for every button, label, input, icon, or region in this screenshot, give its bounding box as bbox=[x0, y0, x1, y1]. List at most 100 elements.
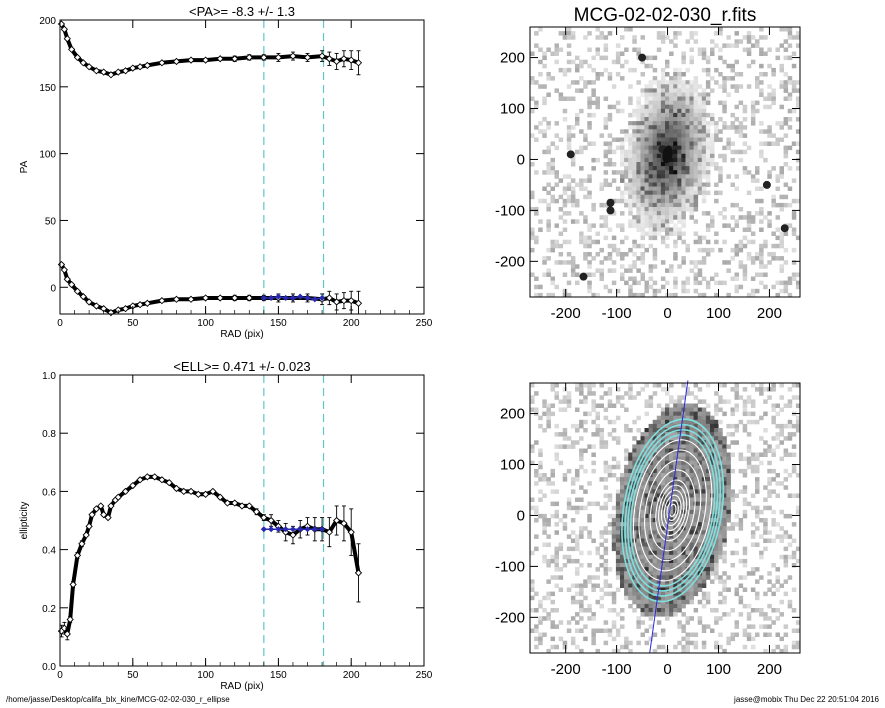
img-top-pixel bbox=[579, 145, 584, 151]
img-bot-pixel bbox=[607, 522, 613, 527]
img-bot-pixel bbox=[677, 493, 682, 498]
img-top-pixel bbox=[701, 292, 707, 298]
img-bot-pixel bbox=[746, 456, 752, 462]
img-top-pixel bbox=[742, 227, 748, 232]
img-top-pixel bbox=[677, 149, 682, 155]
img-top-pixel bbox=[738, 247, 744, 253]
img-top-pixel bbox=[795, 104, 801, 110]
img-top-pixel bbox=[636, 108, 641, 114]
img-bot-pixel bbox=[542, 558, 547, 564]
img-bot-pixel bbox=[611, 620, 617, 625]
img-top-pixel bbox=[673, 166, 678, 171]
img-top-pixel bbox=[620, 63, 625, 69]
img-top-pixel bbox=[665, 59, 670, 65]
img-top-pixel bbox=[579, 239, 584, 245]
img-bot-pixel bbox=[624, 518, 629, 523]
img-top-pixel bbox=[759, 88, 764, 93]
img-bot-pixel bbox=[750, 403, 756, 408]
img-top-pixel bbox=[742, 104, 748, 110]
img-bot-pixel bbox=[701, 505, 707, 511]
img-bot-pixel bbox=[681, 571, 686, 576]
img-bot-pixel bbox=[685, 558, 690, 564]
img-top-pixel bbox=[611, 59, 617, 65]
img-top-pixel bbox=[575, 121, 580, 126]
img-bot-pixel bbox=[615, 546, 621, 552]
pa-data-point bbox=[63, 275, 71, 283]
img-top-star bbox=[780, 224, 789, 233]
img-bot-pixel bbox=[530, 595, 535, 601]
img-top-pixel bbox=[783, 72, 789, 77]
img-top-pixel bbox=[767, 47, 772, 52]
img-top-pixel bbox=[652, 235, 658, 241]
img-bot-pixel bbox=[542, 518, 547, 523]
img-bot-pixel bbox=[615, 395, 621, 400]
img-bot-pixel bbox=[726, 493, 731, 498]
img-top-pixel bbox=[681, 162, 686, 167]
img-top-pixel bbox=[583, 194, 588, 200]
img-top-pixel bbox=[718, 153, 723, 159]
img-top-pixel bbox=[620, 198, 625, 204]
img-bot-pixel bbox=[685, 485, 690, 490]
img-top-pixel bbox=[779, 207, 784, 212]
img-bot-pixel bbox=[665, 530, 670, 535]
img-bot-pixel bbox=[734, 440, 739, 445]
img-top-pixel bbox=[615, 145, 621, 151]
img-top-xtick-label: 0 bbox=[663, 305, 671, 322]
img-bot-pixel bbox=[603, 526, 609, 531]
img-bot-pixel bbox=[759, 624, 764, 629]
img-bot-pixel bbox=[734, 550, 739, 556]
img-bot-pixel bbox=[624, 591, 629, 597]
img-bot-pixel bbox=[705, 554, 711, 560]
img-top-pixel bbox=[681, 215, 686, 220]
img-top-pixel bbox=[775, 178, 780, 183]
img-bot-ytick-label: 100 bbox=[500, 457, 525, 474]
img-bot-pixel bbox=[705, 575, 711, 580]
img-top-pixel bbox=[660, 39, 666, 44]
img-top-pixel bbox=[534, 125, 539, 130]
img-bot-pixel bbox=[644, 505, 649, 511]
img-top-pixel bbox=[562, 67, 568, 73]
img-top-pixel bbox=[755, 170, 760, 175]
img-bot-pixel bbox=[620, 505, 625, 511]
img-top-pixel bbox=[628, 247, 633, 253]
img-bot-pixel bbox=[607, 493, 613, 498]
img-bot-pixel bbox=[697, 387, 703, 392]
img-bot-pixel bbox=[615, 518, 621, 523]
img-bot-pixel bbox=[734, 403, 739, 408]
img-bot-pixel bbox=[591, 444, 596, 449]
img-top-pixel bbox=[767, 84, 772, 89]
img-bot-pixel bbox=[689, 554, 694, 560]
img-bot-pixel bbox=[644, 411, 649, 417]
img-bot-pixel bbox=[746, 460, 752, 466]
img-bot-pixel bbox=[648, 395, 654, 400]
img-bot-pixel bbox=[714, 436, 719, 441]
img-bot-pixel bbox=[783, 513, 789, 519]
img-bot-pixel bbox=[750, 493, 756, 498]
img-top-pixel bbox=[652, 190, 658, 196]
img-top-pixel bbox=[697, 137, 703, 142]
img-top-pixel bbox=[587, 80, 592, 85]
img-bot-pixel bbox=[660, 456, 666, 462]
img-bot-pixel bbox=[669, 526, 674, 531]
img-bot-pixel bbox=[726, 452, 731, 457]
img-bot-pixel bbox=[795, 640, 801, 646]
img-bot-pixel bbox=[705, 481, 711, 486]
img-bot-pixel bbox=[767, 468, 772, 474]
img-bot-pixel bbox=[554, 395, 559, 400]
img-top-pixel bbox=[652, 153, 658, 159]
img-top-pixel bbox=[697, 190, 703, 196]
img-bot-pixel bbox=[677, 599, 682, 605]
img-bot-pixel bbox=[734, 493, 739, 498]
img-bot-pixel bbox=[591, 419, 596, 425]
img-bot-pixel bbox=[689, 640, 694, 646]
img-top-pixel bbox=[669, 231, 674, 236]
img-top-pixel bbox=[734, 272, 739, 277]
img-bot-pixel bbox=[570, 599, 576, 605]
img-top-pixel bbox=[620, 190, 625, 196]
img-bot-pixel bbox=[726, 526, 731, 531]
img-bot-pixel bbox=[607, 391, 613, 396]
img-top-pixel bbox=[750, 231, 756, 236]
img-top-pixel bbox=[599, 133, 604, 138]
img-bot-pixel bbox=[615, 440, 621, 445]
img-top-pixel bbox=[648, 80, 654, 85]
